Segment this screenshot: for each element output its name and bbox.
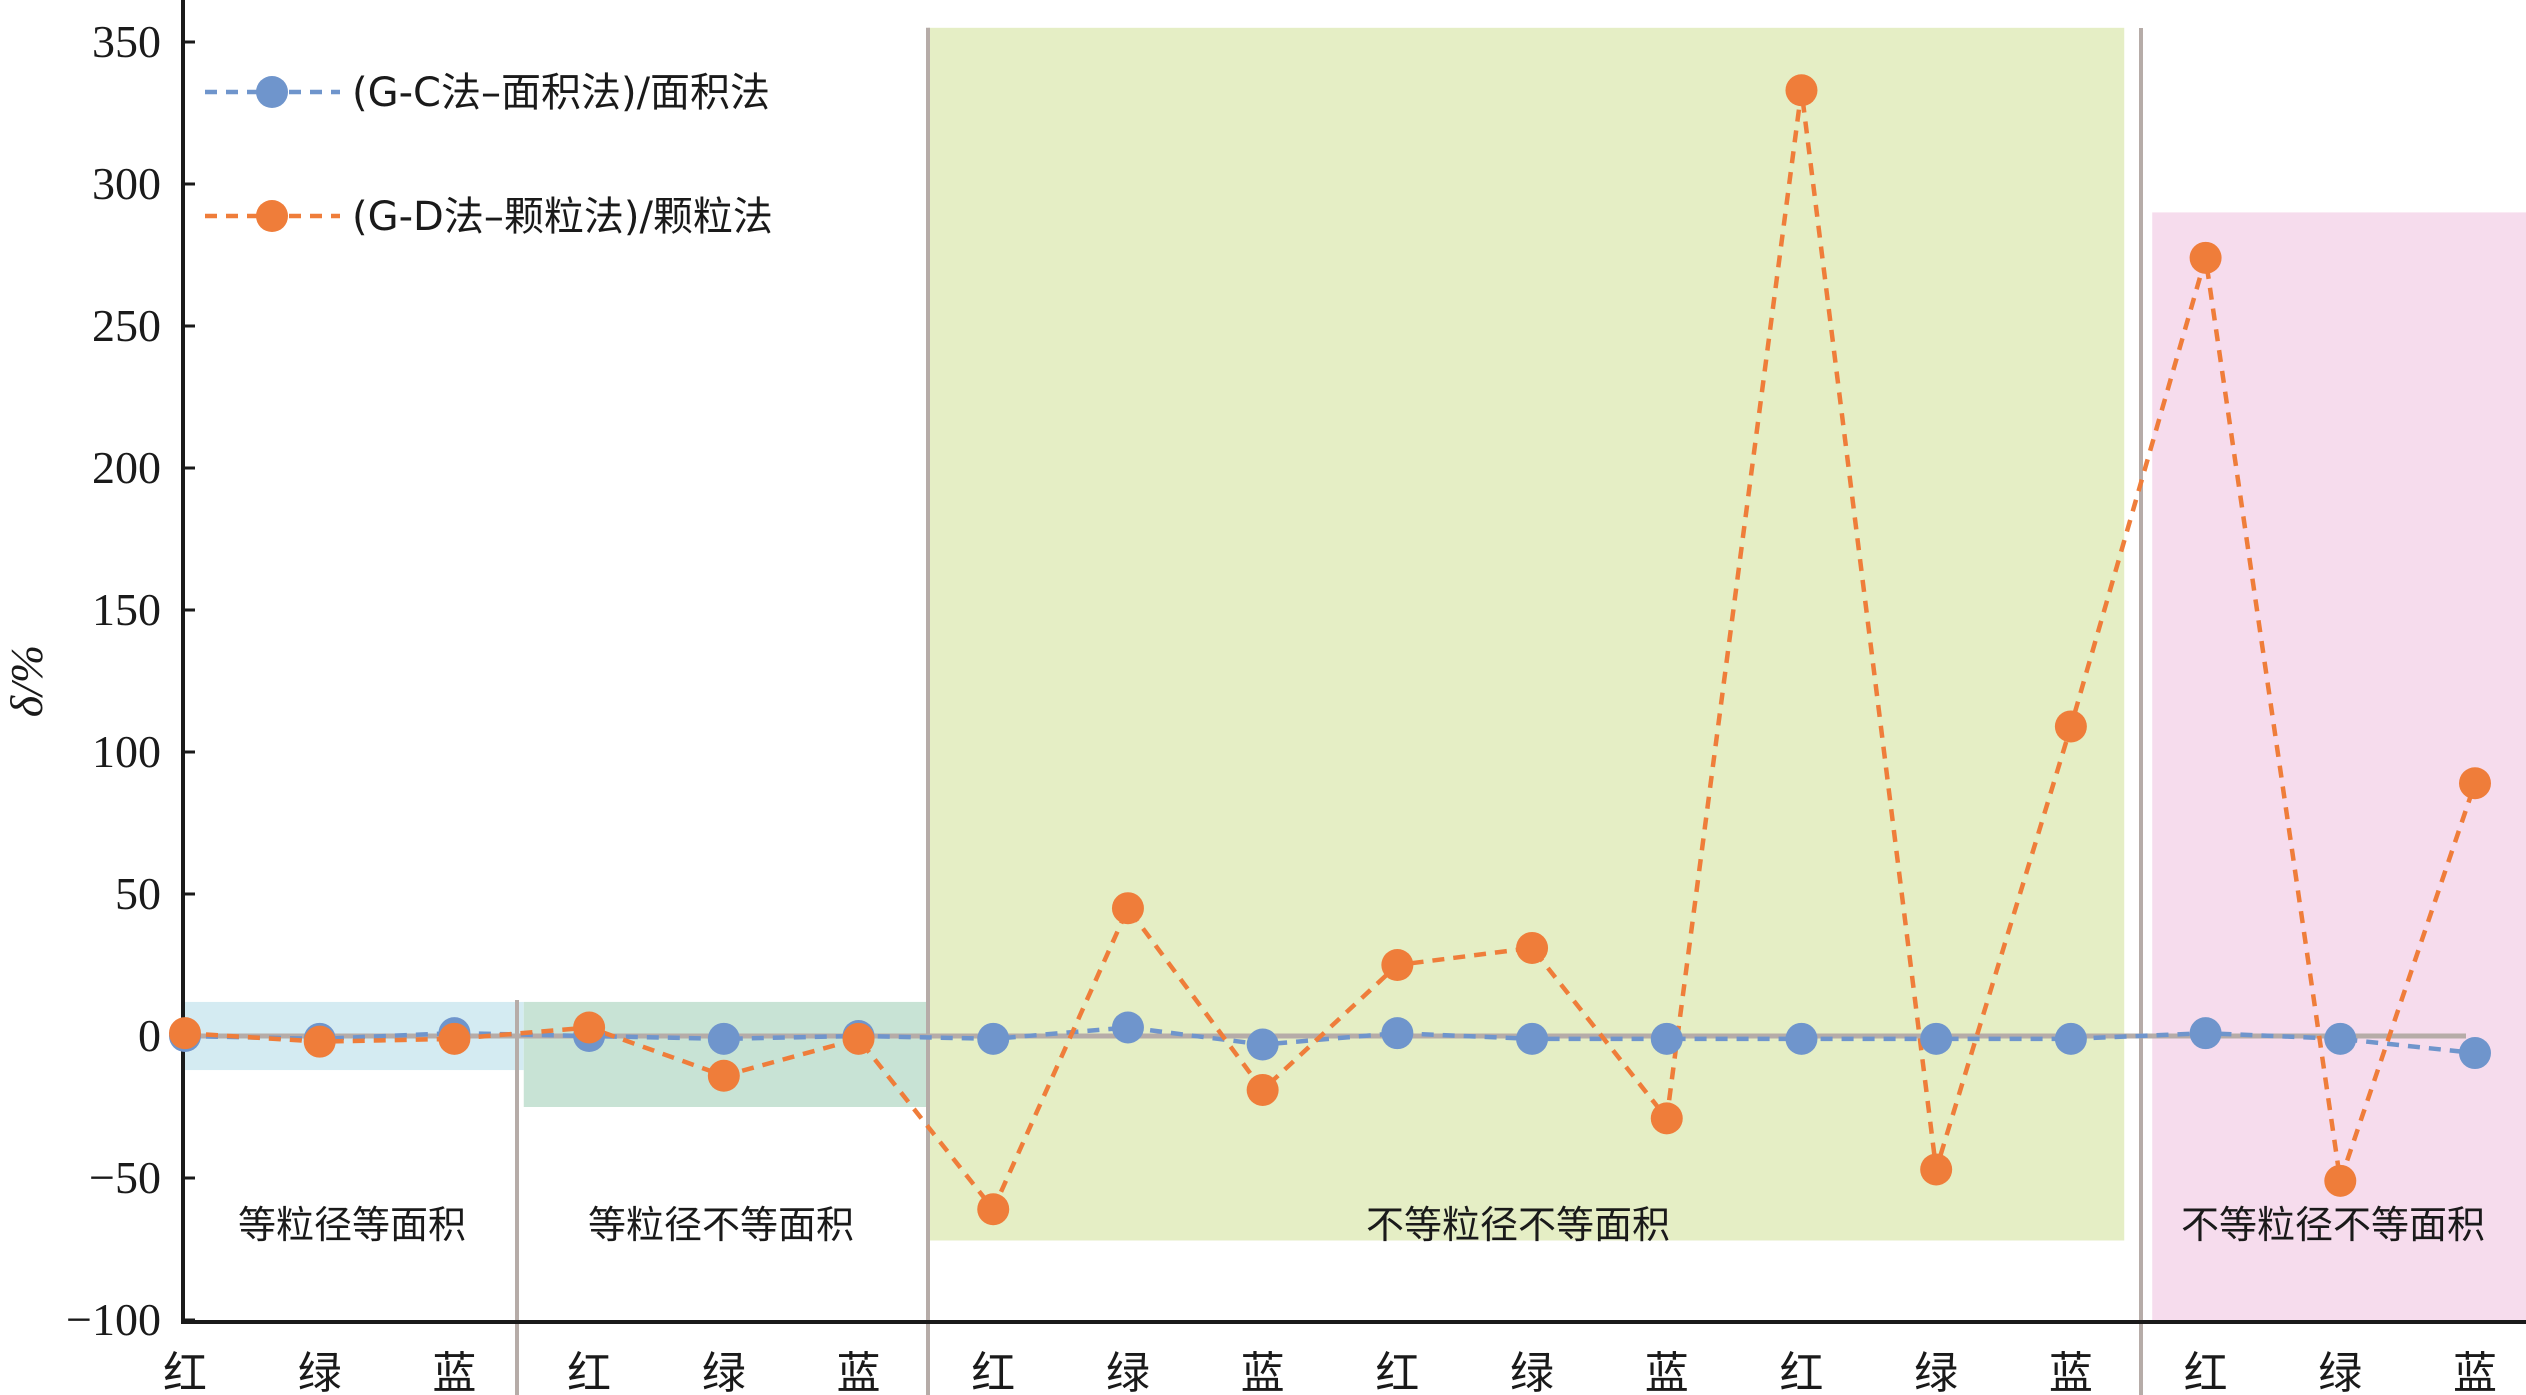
series-1-point [1920, 1022, 1953, 1055]
x-tick-label: 蓝 [837, 1348, 881, 1395]
series-1-point [1650, 1022, 1683, 1055]
region-3-label: 不等粒径不等面积 [1366, 1203, 1670, 1247]
series-2-point [1381, 949, 1414, 981]
x-tick-label: 绿 [1510, 1348, 1554, 1395]
series-1-point [2324, 1022, 2357, 1055]
y-tick-label: 250 [92, 300, 161, 351]
series-2-point [977, 1193, 1010, 1226]
series-1-point [1246, 1028, 1279, 1061]
series-2-point [438, 1022, 471, 1055]
series-1-point [1111, 1011, 1144, 1044]
region-1-label: 等粒径等面积 [238, 1203, 466, 1247]
x-tick-label: 蓝 [2453, 1348, 2497, 1395]
legend-marker [256, 76, 288, 108]
x-tick-label: 红 [163, 1348, 207, 1395]
series-1-point [977, 1022, 1010, 1055]
series-1-line [184, 1025, 2476, 1056]
x-tick-label: 蓝 [1241, 1348, 1285, 1395]
series-1-point [1381, 1017, 1414, 1050]
x-tick-label: 红 [2184, 1348, 2228, 1395]
y-tick-label: 300 [92, 158, 161, 209]
legend-label: (G-C法–面积法)/面积法 [352, 70, 770, 116]
series-2-point [1246, 1073, 1279, 1106]
series-2-point [303, 1025, 336, 1058]
series-2-point [169, 1017, 201, 1050]
x-tick-label: 绿 [298, 1348, 342, 1395]
region-4-label: 不等粒径不等面积 [2181, 1203, 2485, 1247]
x-tick-label: 蓝 [432, 1348, 476, 1395]
series-2-point [2459, 767, 2491, 800]
y-tick-label: −100 [66, 1294, 161, 1345]
series-2-point [2054, 710, 2087, 743]
series-2-point [1920, 1153, 1953, 1186]
series-1-point [2054, 1022, 2087, 1055]
series-2-point [1785, 74, 1818, 107]
series-2-point [1516, 931, 1549, 964]
y-tick-label: 100 [92, 726, 161, 777]
x-tick-label: 绿 [2318, 1348, 2362, 1395]
region-3-background [927, 27, 2125, 1241]
region-4-background [2152, 212, 2526, 1320]
series-2-point [842, 1022, 875, 1055]
x-tick-label: 蓝 [2049, 1348, 2093, 1395]
legend-label: (G-D法–颗粒法)/颗粒法 [352, 194, 773, 240]
series-2-point [1650, 1102, 1683, 1135]
y-axis-label: δ/% [1, 645, 52, 717]
series-2-line [184, 89, 2478, 1214]
y-tick-label: 0 [138, 1010, 161, 1061]
x-tick-label: 绿 [1914, 1348, 1958, 1395]
series-2-point [2324, 1164, 2357, 1197]
series-2-point [2189, 241, 2222, 274]
x-tick-label: 绿 [702, 1348, 746, 1395]
series-1-point [2459, 1037, 2491, 1070]
y-tick-label: 50 [115, 868, 161, 919]
x-tick-label: 红 [567, 1348, 611, 1395]
legend-marker [256, 200, 288, 232]
x-tick-label: 红 [1779, 1348, 1823, 1395]
series-2-point [1111, 892, 1144, 925]
series-2-point [707, 1059, 740, 1092]
x-tick-label: 红 [971, 1348, 1015, 1395]
x-tick-label: 绿 [1106, 1348, 1150, 1395]
x-tick-label: 蓝 [1645, 1348, 1689, 1395]
series-1-point [2189, 1017, 2222, 1050]
region-2-label: 等粒径不等面积 [588, 1203, 854, 1247]
y-tick-label: 150 [92, 584, 161, 635]
y-tick-label: −50 [89, 1152, 161, 1203]
x-tick-label: 红 [1375, 1348, 1419, 1395]
y-tick-label: 200 [92, 442, 161, 493]
series-1-point [707, 1022, 740, 1055]
series-1-point [1785, 1022, 1818, 1055]
y-tick-label: 350 [92, 16, 161, 67]
series-2-point [573, 1011, 606, 1044]
series-1-point [1516, 1022, 1549, 1055]
